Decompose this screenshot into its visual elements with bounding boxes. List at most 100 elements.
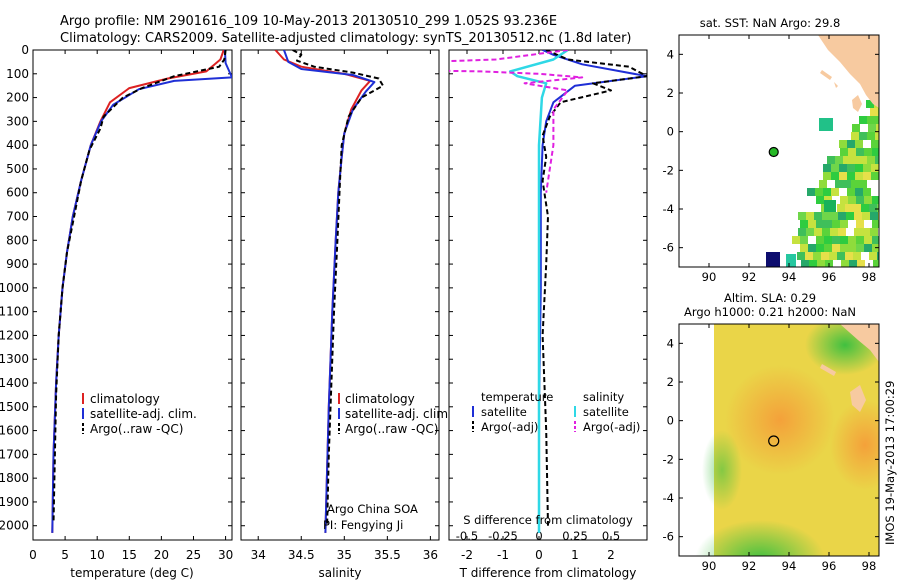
legend-label-argo: Argo(..raw -QC) xyxy=(90,422,183,436)
map-y-tick-label: 0 xyxy=(667,125,674,139)
sla-low-anomaly xyxy=(702,430,742,510)
legend-label-satellite: satellite-adj. clim. xyxy=(345,407,452,421)
sst-pixel xyxy=(870,212,878,220)
sst-pixel xyxy=(809,260,817,267)
sst-map-content xyxy=(766,35,879,267)
x-tick-label: 2 xyxy=(607,548,615,562)
sst-pixel xyxy=(808,244,816,252)
sst-pixel xyxy=(846,212,854,220)
legend-label-sal-argo: Argo(-adj) xyxy=(583,420,640,434)
sst-pixel xyxy=(800,220,808,228)
sst-pixel xyxy=(816,244,824,252)
sst-pixel xyxy=(848,148,856,156)
map-y-tick-label: 2 xyxy=(667,86,674,100)
map-x-tick-label: 90 xyxy=(702,559,717,573)
sst-pixel xyxy=(864,196,872,204)
sst-pixel xyxy=(863,188,871,196)
sst-pixel xyxy=(824,236,832,244)
figure-title-line2: Climatology: CARS2009. Satellite-adjuste… xyxy=(60,31,632,46)
sst-pixel xyxy=(867,132,875,140)
map-x-tick-label: 94 xyxy=(782,270,797,284)
sst-pixel xyxy=(815,188,823,196)
sst-pixel xyxy=(835,156,843,164)
sst-pixel xyxy=(873,260,879,267)
temperature-legend: climatology satellite-adj. clim. Argo(..… xyxy=(82,392,197,436)
sst-pixel xyxy=(854,212,862,220)
sst-pixel xyxy=(852,124,860,132)
map-y-tick-label: -4 xyxy=(663,202,674,216)
sst-pixel xyxy=(875,116,879,124)
difference-axis-ticks: -2 -1 0 1 2 -0.5 -0.25 0 0.25 0.5 xyxy=(456,50,620,562)
sst-pixel xyxy=(827,156,835,164)
sst-pixel xyxy=(798,228,806,236)
x-tick-label: 15 xyxy=(122,548,137,562)
sst-map-title: sat. SST: NaN Argo: 29.8 xyxy=(700,16,841,30)
sst-pixel xyxy=(877,252,879,260)
sla-low-anomaly xyxy=(695,520,825,556)
sla-land-sumatra xyxy=(840,324,879,362)
sst-pixel xyxy=(863,164,871,172)
sst-pixel xyxy=(877,204,879,212)
sst-pixel xyxy=(868,124,876,132)
sst-pixel xyxy=(872,220,879,228)
sst-pixel xyxy=(864,148,872,156)
sst-pixel xyxy=(786,254,796,267)
sla-warm-anomaly xyxy=(830,400,879,490)
sst-pixel xyxy=(855,164,863,172)
sst-pixel xyxy=(848,236,856,244)
sst-pixel xyxy=(830,228,838,236)
sst-pixel xyxy=(831,164,839,172)
y-tick-label: 100 xyxy=(6,67,29,81)
temperature-plot-frame xyxy=(32,49,233,541)
sst-land-sumatra xyxy=(818,35,879,108)
sst-pixel xyxy=(853,252,861,260)
y-tick-label: 500 xyxy=(6,162,29,176)
sst-pixel xyxy=(829,252,837,260)
sst-pixel xyxy=(821,252,829,260)
sst-pixel xyxy=(855,188,863,196)
map-x-tick-label: 90 xyxy=(702,270,717,284)
sst-pixel xyxy=(824,220,832,228)
map-y-tick-label: -4 xyxy=(663,491,674,505)
sst-pixel xyxy=(866,100,874,108)
salinity-x-label: salinity xyxy=(318,566,361,580)
sst-pixel xyxy=(871,164,879,172)
y-tick-label: 200 xyxy=(6,91,29,105)
sst-pixel xyxy=(856,244,864,252)
difference-panel: -2 -1 0 1 2 -0.5 -0.25 0 0.25 0.5 T difference fr… xyxy=(448,49,648,580)
salinity-annotation-pi: PI: Fengying Ji xyxy=(323,518,403,532)
legend-heading-salinity: salinity xyxy=(583,390,624,404)
sst-pixel xyxy=(859,116,867,124)
sst-pixel xyxy=(862,212,870,220)
temperature-profile-lines xyxy=(51,50,232,533)
map-y-tick-label: -2 xyxy=(663,163,674,177)
sst-pixel xyxy=(857,260,865,267)
salinity-legend: climatology satellite-adj. clim. Argo(..… xyxy=(338,392,452,436)
sst-land-island xyxy=(852,95,862,112)
map-x-tick-label: 96 xyxy=(822,270,837,284)
argo-position-marker xyxy=(768,146,779,158)
x-tick-label: 25 xyxy=(186,548,201,562)
x-tick-label: -2 xyxy=(461,548,473,562)
sst-pixel xyxy=(851,180,859,188)
series-line-satellite-adj-clim- xyxy=(283,50,376,533)
legend-heading-temperature: temperature xyxy=(481,390,553,404)
legend-label-temp-argo: Argo(-adj) xyxy=(481,420,538,434)
sst-pixel xyxy=(875,156,879,164)
x-tick-label: 1 xyxy=(571,548,579,562)
sst-pixel xyxy=(856,148,864,156)
difference-depth-ticks xyxy=(449,49,647,527)
temperature-x-label: temperature (deg C) xyxy=(70,566,193,580)
sst-pixel xyxy=(805,252,813,260)
y-tick-label: 1300 xyxy=(0,352,29,366)
footer-timestamp: IMOS 19-May-2013 17:00:29 xyxy=(883,381,897,545)
sst-pixel xyxy=(864,236,872,244)
x-tick-label: 35 xyxy=(337,548,352,562)
sst-pixel xyxy=(835,180,843,188)
sst-pixel xyxy=(856,236,864,244)
sst-pixel xyxy=(853,204,861,212)
sst-pixel xyxy=(851,156,859,164)
sst-pixel xyxy=(855,140,863,148)
y-tick-label: 0 xyxy=(21,43,29,57)
sst-pixel xyxy=(823,172,831,180)
